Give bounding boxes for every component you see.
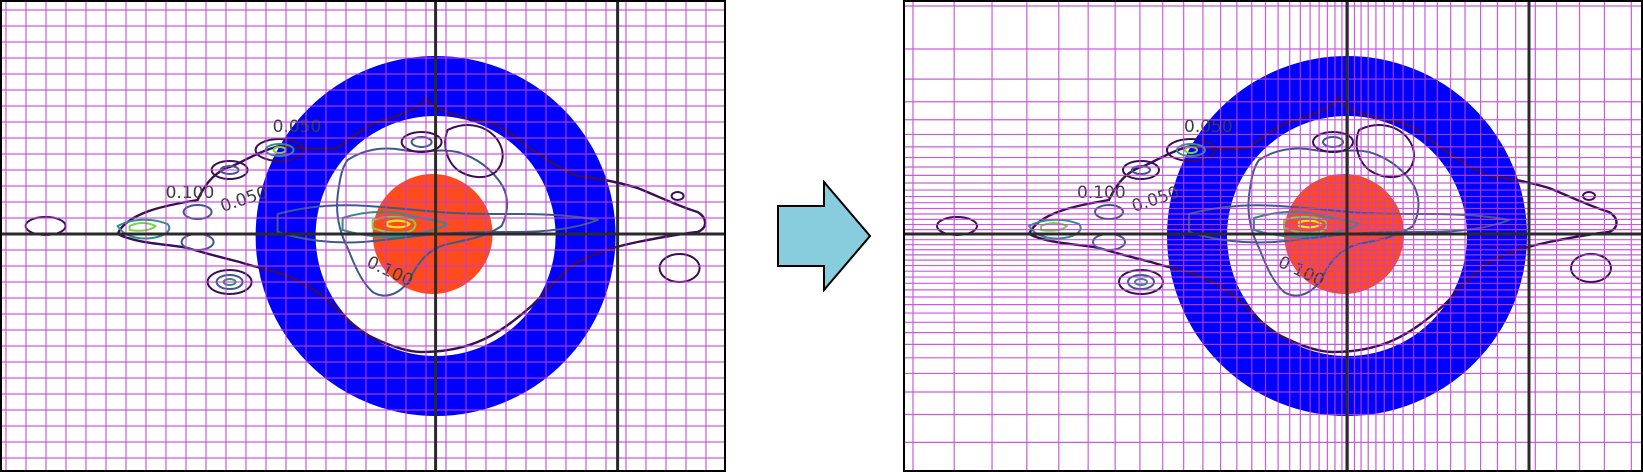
contour-sat-1-in: [1131, 165, 1151, 175]
panel-frame: [903, 0, 1643, 472]
contour-sat-6: [400, 131, 443, 153]
panel-frame: [0, 0, 726, 472]
contour-outer: [1027, 94, 1618, 354]
contour-sat-5: [1166, 138, 1216, 162]
contour-sat-1: [1122, 160, 1160, 180]
panel-background: [903, 0, 1643, 472]
contour-sat-3: [182, 204, 213, 220]
contour-label-1: 0.050: [273, 117, 322, 137]
contour-band: [276, 204, 599, 244]
contour-sat-6-in: [410, 136, 433, 148]
right-arrow-shape: [777, 180, 872, 292]
contour-sat-5: [254, 138, 305, 162]
contour-left-core: [1040, 222, 1068, 232]
contour-far-right-dot: [670, 191, 685, 201]
contour-peak: [386, 219, 411, 229]
contour-sat-4-in: [1134, 278, 1148, 286]
contour-sat-4-mid: [1127, 274, 1155, 290]
contour-far-right: [1570, 253, 1612, 283]
contour-sat-6: [1312, 131, 1354, 153]
panel-before: 0.050 0.100 0.050 0.100: [0, 0, 726, 472]
grid-lines: [0, 0, 726, 472]
contour-label-2: 0.100: [1077, 183, 1126, 203]
right-arrow-icon: [777, 180, 872, 292]
contour-outer: [116, 94, 707, 354]
contour-core: [1283, 216, 1328, 234]
contour-sat-5-mid: [1176, 143, 1206, 157]
contour-label-2: 0.100: [166, 183, 215, 203]
contour-left-core: [128, 222, 157, 232]
